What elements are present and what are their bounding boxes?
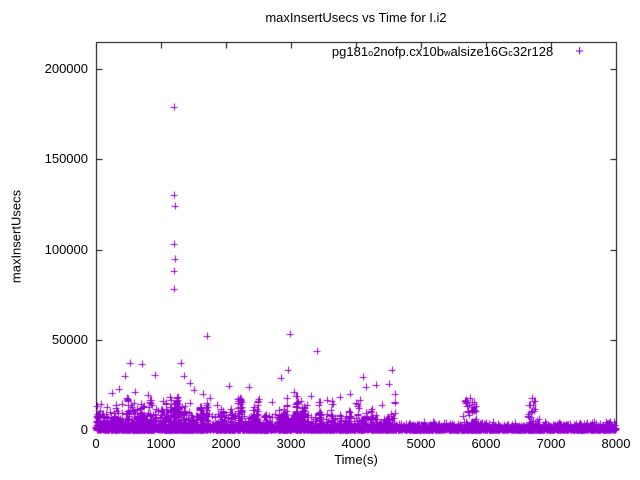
x-tick-label: 6000 <box>471 436 501 451</box>
x-tick-label: 7000 <box>536 436 566 451</box>
y-tick-label: 200000 <box>44 61 88 77</box>
x-axis-label: Time(s) <box>334 452 378 467</box>
x-tick-label: 5000 <box>406 436 436 451</box>
x-tick-label: 2000 <box>211 436 241 451</box>
legend: pg181o2nofp.cx10bwalsize16Gc32r128 + <box>332 43 584 60</box>
x-tick-label: 3000 <box>276 436 306 451</box>
x-tick-label: 1000 <box>146 436 176 451</box>
y-tick-label: 100000 <box>44 241 88 257</box>
y-tick-label: 0 <box>80 422 88 437</box>
legend-marker-plus-icon: + <box>575 43 584 60</box>
y-tick-label: 150000 <box>44 151 88 167</box>
x-tick-label: 4000 <box>341 436 371 451</box>
chart-title: maxInsertUsecs vs Time for I.i2 <box>265 10 447 25</box>
x-tick-label: 0 <box>92 436 100 451</box>
y-tick-label: 50000 <box>51 331 88 347</box>
legend-label: pg181o2nofp.cx10bwalsize16Gc32r128 <box>331 44 554 59</box>
x-tick-label: 8000 <box>601 436 631 451</box>
